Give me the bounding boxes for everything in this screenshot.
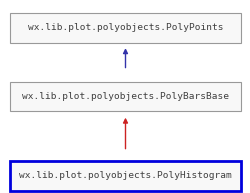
Text: wx.lib.plot.polyobjects.PolyHistogram: wx.lib.plot.polyobjects.PolyHistogram: [19, 171, 231, 180]
FancyBboxPatch shape: [10, 13, 240, 43]
Text: wx.lib.plot.polyobjects.PolyPoints: wx.lib.plot.polyobjects.PolyPoints: [28, 24, 222, 32]
Text: wx.lib.plot.polyobjects.PolyBarsBase: wx.lib.plot.polyobjects.PolyBarsBase: [22, 92, 228, 101]
FancyBboxPatch shape: [10, 161, 240, 191]
FancyBboxPatch shape: [10, 81, 240, 111]
